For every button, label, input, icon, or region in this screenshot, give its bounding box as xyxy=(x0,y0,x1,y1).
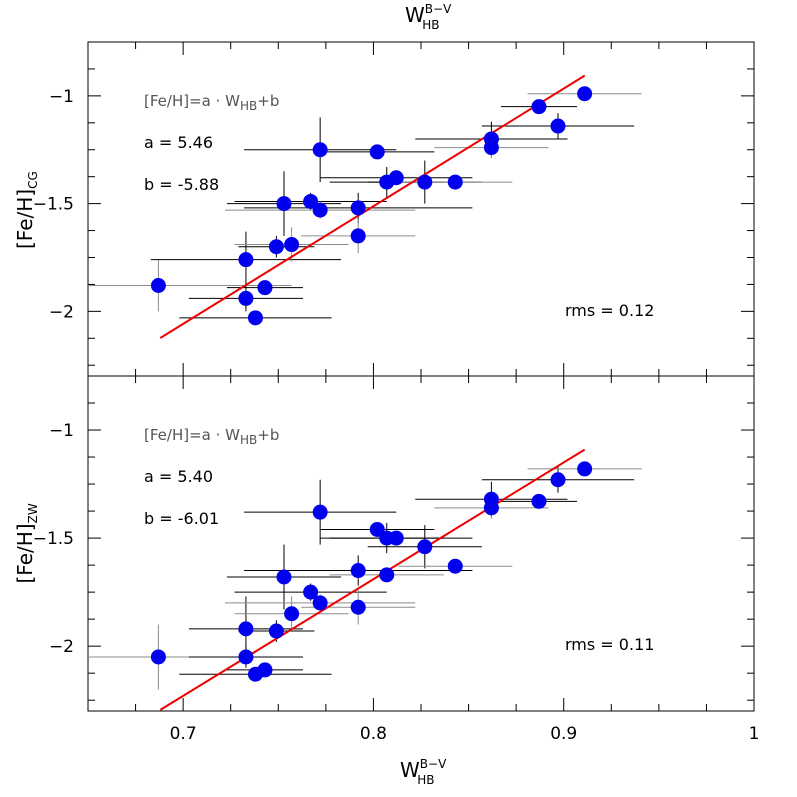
rms-value: rms = 0.12 xyxy=(565,301,654,320)
data-point xyxy=(312,504,328,520)
data-point xyxy=(284,237,300,253)
rms-value: rms = 0.11 xyxy=(565,635,654,654)
data-point xyxy=(483,140,499,156)
data-point xyxy=(257,280,273,296)
y-tick-label: −1.5 xyxy=(33,195,74,215)
fit-a-value: a = 5.46 xyxy=(144,133,213,152)
fit-a-value: a = 5.40 xyxy=(144,467,213,486)
data-point xyxy=(257,662,273,678)
data-point xyxy=(268,239,284,255)
data-point xyxy=(350,599,366,615)
data-point xyxy=(388,170,404,186)
data-point xyxy=(312,142,328,158)
data-point xyxy=(238,621,254,637)
y-axis-title: [Fe/H]CG xyxy=(13,171,40,249)
data-point xyxy=(417,539,433,555)
data-point xyxy=(369,144,385,160)
panel-2: −2 −1.5 −1 0.7 0.8 0.9 1 [Fe/H]ZW [Fe/H]=a · WHB… xyxy=(13,375,760,744)
top-axis-title: WB−V HB xyxy=(405,2,452,32)
data-point xyxy=(303,193,319,209)
data-point xyxy=(483,500,499,516)
data-point xyxy=(247,310,263,326)
data-point xyxy=(447,558,463,574)
fit-line xyxy=(159,448,586,711)
panel-1: −2 −1.5 −1 [Fe/H]CG [Fe/H]=a · WHB+b a = 5.46… xyxy=(13,41,755,377)
data-point xyxy=(276,196,292,212)
data-point xyxy=(284,606,300,622)
fit-b-value: b = -5.88 xyxy=(144,175,219,194)
fit-formula: [Fe/H]=a · WHB+b xyxy=(144,92,279,113)
data-point xyxy=(150,277,166,293)
y-tick-label: −1 xyxy=(49,87,74,107)
y-tick-label: −1.5 xyxy=(33,529,74,549)
fit-formula: [Fe/H]=a · WHB+b xyxy=(144,426,279,447)
data-point xyxy=(350,563,366,579)
data-point xyxy=(550,118,566,134)
data-point xyxy=(150,649,166,665)
plot-area xyxy=(88,74,642,339)
x-axis-title: WB−V HB xyxy=(400,757,447,787)
data-point xyxy=(276,569,292,585)
data-point xyxy=(312,202,328,218)
x-tick-label: 1 xyxy=(749,724,760,744)
x-tick-label: 0.9 xyxy=(550,724,577,744)
y-tick-label: −1 xyxy=(49,421,74,441)
data-point xyxy=(531,99,547,115)
fit-line xyxy=(159,74,586,339)
plot-area xyxy=(88,448,642,711)
data-point xyxy=(379,567,395,583)
fit-b-value: b = -6.01 xyxy=(144,509,219,528)
data-point xyxy=(577,461,593,477)
data-point xyxy=(550,472,566,488)
y-axis-title: [Fe/H]ZW xyxy=(13,503,40,583)
data-point xyxy=(268,623,284,639)
data-point xyxy=(312,595,328,611)
data-point xyxy=(447,174,463,190)
data-point xyxy=(369,521,385,537)
y-tick-label: −2 xyxy=(49,302,74,322)
data-point xyxy=(577,86,593,102)
data-point xyxy=(303,584,319,600)
data-point xyxy=(531,493,547,509)
data-point xyxy=(350,200,366,216)
data-point xyxy=(417,174,433,190)
x-tick-label: 0.8 xyxy=(360,724,387,744)
data-point xyxy=(388,530,404,546)
data-point xyxy=(238,649,254,665)
x-tick-label: 0.7 xyxy=(170,724,197,744)
y-tick-label: −2 xyxy=(49,637,74,657)
data-point xyxy=(238,252,254,268)
data-point xyxy=(350,228,366,244)
data-point xyxy=(238,290,254,306)
